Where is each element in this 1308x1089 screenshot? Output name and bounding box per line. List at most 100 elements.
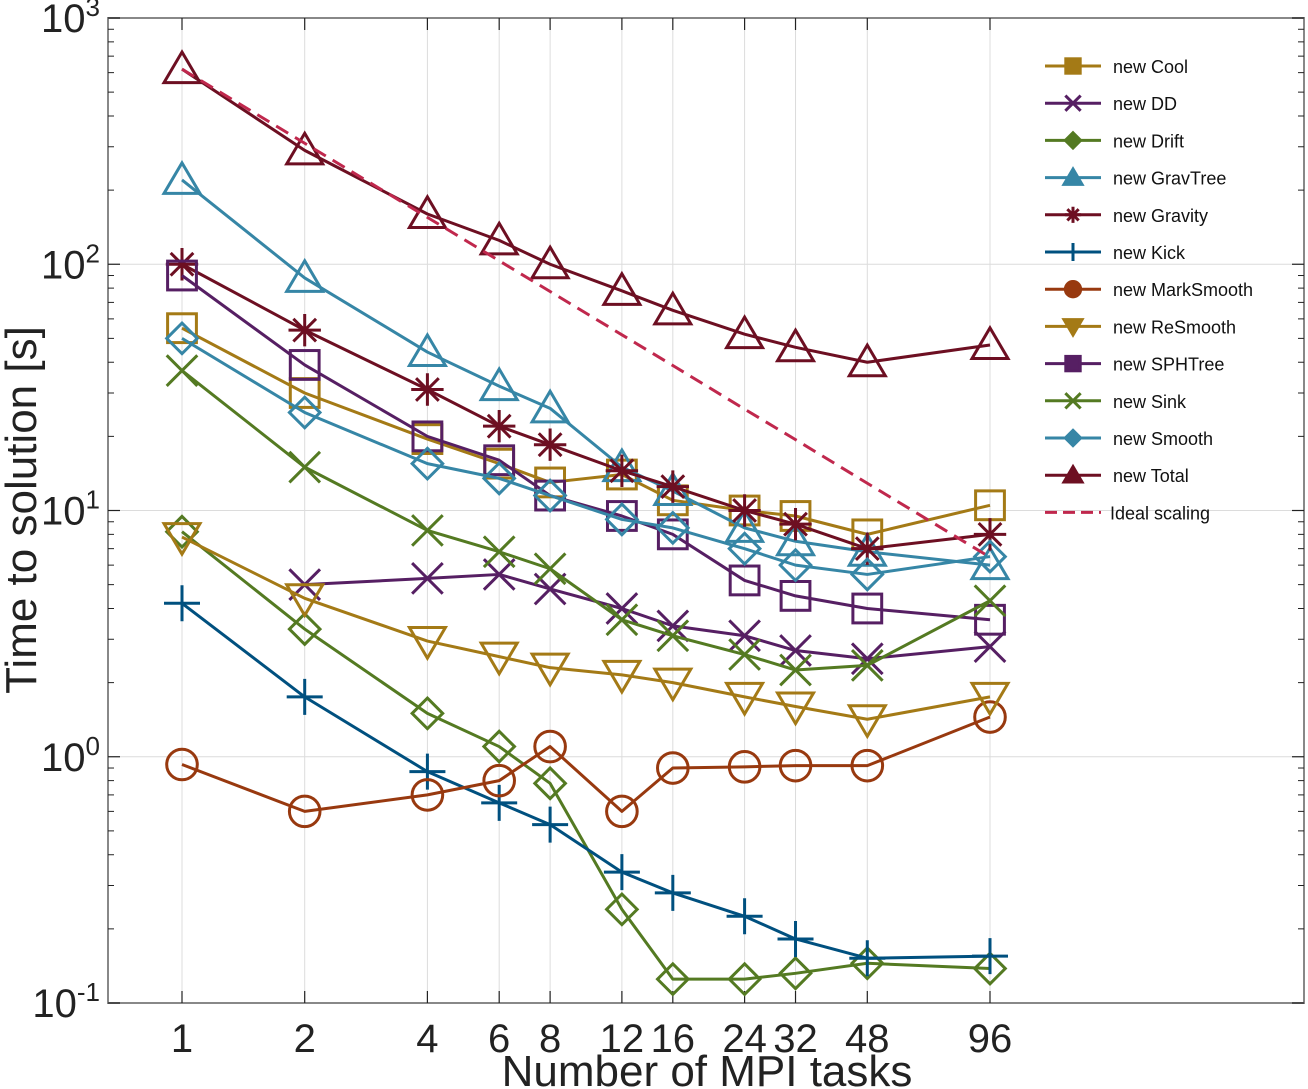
- legend-marker-new-drift: [1063, 130, 1083, 151]
- data-point-new-resmooth: [846, 704, 888, 740]
- data-point-new-kick: [532, 806, 569, 843]
- legend-marker-new-cool: [1064, 57, 1082, 75]
- y-tick-label: 101: [41, 485, 100, 534]
- data-point-new-resmooth: [478, 641, 520, 677]
- data-point-new-total: [529, 244, 571, 280]
- x-tick-label: 32: [773, 1017, 818, 1061]
- legend-item-new-dd: new DD: [1045, 94, 1177, 114]
- data-point-new-total: [601, 270, 643, 306]
- y-tick-label: 103: [41, 0, 100, 41]
- data-point-new-cool: [166, 312, 198, 345]
- x-tick-label: 8: [539, 1017, 561, 1061]
- data-point-new-marksmooth: [165, 747, 199, 782]
- data-point-new-kick: [849, 940, 886, 977]
- data-point-new-marksmooth: [410, 778, 445, 812]
- data-point-new-sink: [728, 638, 761, 671]
- data-point-new-dd: [605, 592, 639, 625]
- series-line-new-total: [181, 67, 991, 364]
- data-point-new-sink: [605, 603, 639, 637]
- legend-label: new MarkSmooth: [1113, 280, 1253, 300]
- data-point-new-resmooth: [723, 681, 766, 717]
- series-line-new-sphtree: [181, 274, 991, 622]
- legend-marker-new-dd: [1064, 94, 1082, 112]
- legend-marker-new-gravtree: [1061, 166, 1085, 186]
- data-point-new-drift: [409, 695, 445, 731]
- data-point-new-total: [723, 314, 766, 350]
- data-point-new-gravity: [411, 373, 444, 406]
- legend-item-new-total: new Total: [1045, 463, 1189, 486]
- data-point-new-marksmooth: [533, 729, 567, 764]
- data-point-new-resmooth: [529, 652, 571, 688]
- legend-marker-new-kick: [1064, 243, 1082, 261]
- legend-item-new-gravtree: new GravTree: [1045, 166, 1226, 189]
- data-point-new-smooth: [164, 320, 200, 356]
- legend-marker-new-sink: [1064, 392, 1082, 410]
- data-point-new-marksmooth: [482, 763, 516, 798]
- data-point-new-sphtree: [974, 603, 1006, 636]
- legend-item-ideal-scaling: Ideal scaling: [1045, 503, 1210, 523]
- data-point-new-sink: [411, 514, 444, 547]
- x-tick-label: 4: [416, 1017, 438, 1061]
- data-point-new-kick: [603, 854, 640, 891]
- y-tick-label: 102: [41, 238, 100, 287]
- series-line-new-drift: [181, 530, 991, 981]
- y-tick-label: 10-1: [32, 977, 100, 1026]
- legend: new Cool new DD new Drift new GravTree new G…: [1045, 57, 1253, 523]
- data-point-new-sink: [656, 619, 690, 653]
- data-point-new-dd: [973, 630, 1007, 663]
- data-point-new-resmooth: [652, 667, 694, 703]
- series-new-marksmooth: [165, 700, 1007, 829]
- legend-label: new Drift: [1113, 131, 1184, 151]
- data-point-new-gravity: [482, 409, 516, 443]
- series-new-smooth: [164, 320, 1008, 592]
- series-new-sphtree: [166, 259, 1006, 636]
- data-point-new-sphtree: [411, 420, 444, 453]
- data-point-new-drift: [972, 951, 1008, 986]
- series-new-gravity: [165, 248, 1007, 565]
- x-tick-label: 2: [294, 1017, 316, 1061]
- x-tick-label: 6: [488, 1017, 510, 1061]
- data-point-new-gravtree: [774, 521, 817, 557]
- x-tick-label: 1: [171, 1017, 193, 1061]
- legend-label: new Total: [1113, 466, 1189, 486]
- data-point-new-sink: [288, 450, 322, 484]
- legend-item-new-sink: new Sink: [1045, 392, 1187, 412]
- data-point-new-gravity: [973, 518, 1007, 551]
- data-point-new-gravity: [656, 470, 690, 503]
- legend-item-new-marksmooth: new MarkSmooth: [1045, 280, 1253, 300]
- legend-label: new Kick: [1113, 243, 1186, 263]
- data-point-new-smooth: [532, 478, 568, 513]
- data-point-new-sphtree: [166, 259, 198, 292]
- data-point-new-total: [969, 324, 1011, 360]
- series-line-new-resmooth: [181, 535, 991, 721]
- legend-label: new Smooth: [1113, 429, 1213, 449]
- legend-marker-new-total: [1061, 463, 1085, 484]
- data-point-new-marksmooth: [605, 794, 639, 829]
- data-point-new-kick: [654, 874, 691, 911]
- legend-item-new-resmooth: new ReSmooth: [1045, 317, 1236, 338]
- data-point-new-kick: [726, 898, 763, 935]
- data-point-new-smooth: [727, 531, 763, 567]
- data-point-new-resmooth: [284, 583, 326, 619]
- data-point-new-drift: [655, 961, 691, 997]
- series-new-sink: [165, 354, 1007, 687]
- data-point-new-smooth: [287, 395, 323, 430]
- data-point-new-resmooth: [969, 681, 1011, 717]
- data-point-new-sink: [779, 653, 812, 687]
- legend-label: new DD: [1113, 94, 1177, 114]
- data-point-new-drift: [481, 729, 517, 764]
- legend-label: new Gravity: [1113, 206, 1208, 226]
- data-point-new-gravtree: [161, 159, 203, 195]
- data-point-new-dd: [411, 562, 444, 595]
- data-point-new-total: [846, 342, 888, 378]
- data-point-new-sphtree: [288, 349, 321, 381]
- data-point-new-resmooth: [161, 522, 203, 558]
- data-point-new-sink: [533, 552, 567, 586]
- series-new-total: [161, 49, 1011, 378]
- series-new-drift: [164, 514, 1008, 997]
- data-point-new-drift: [604, 891, 640, 927]
- data-point-new-gravity: [533, 428, 567, 461]
- legend-label: new ReSmooth: [1113, 317, 1236, 337]
- data-point-new-drift: [778, 955, 813, 991]
